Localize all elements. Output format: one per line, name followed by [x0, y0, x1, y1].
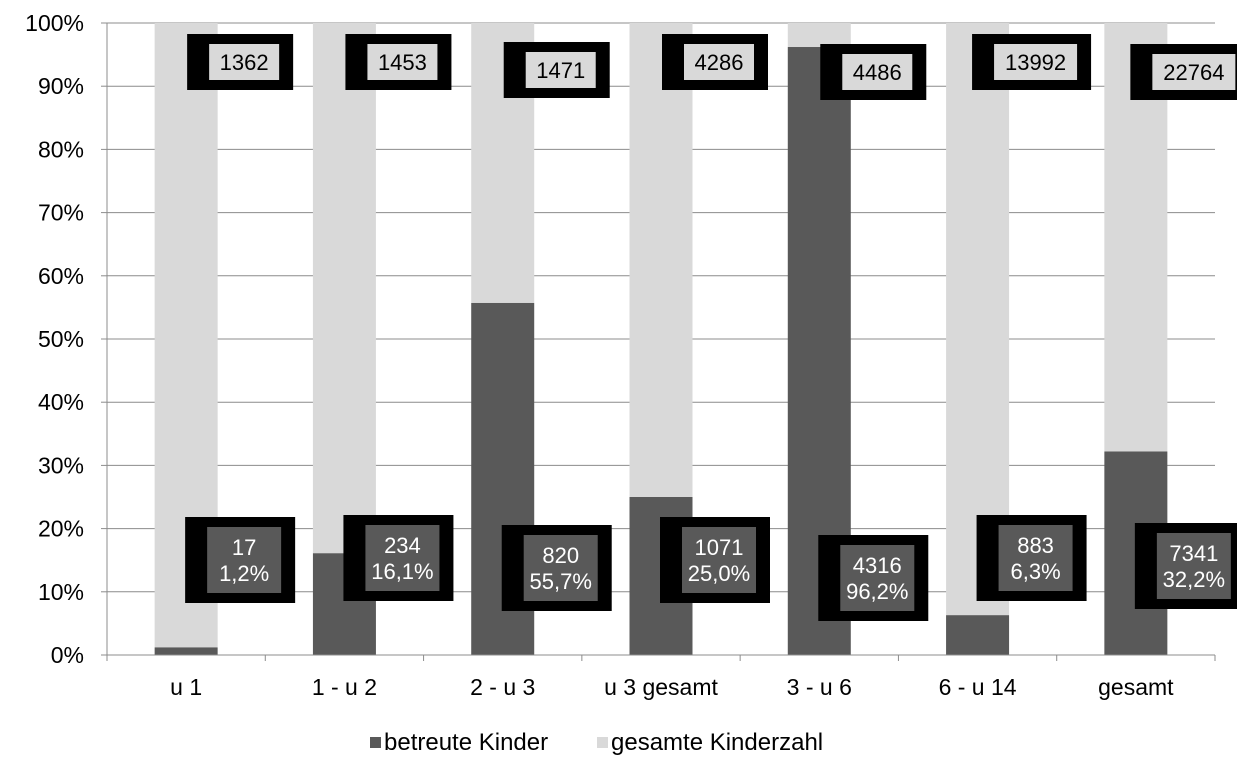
bar-betreute-5: [946, 615, 1010, 655]
count-label-4-text: 96,2%: [846, 579, 908, 604]
total-label-3-box: [684, 44, 754, 80]
count-label-2-text: 55,7%: [530, 569, 592, 594]
x-tick-label: 6 - u 14: [939, 674, 1017, 700]
count-label-6-text: 32,2%: [1163, 567, 1225, 592]
count-label-3-text: 1071: [695, 535, 744, 560]
y-tick-label: 80%: [38, 136, 84, 162]
total-label-6: 22764: [1130, 44, 1237, 100]
y-tick-label: 0%: [51, 642, 84, 668]
y-tick-label: 70%: [38, 200, 84, 226]
count-label-3-text: 25,0%: [688, 561, 750, 586]
y-tick-label: 10%: [38, 579, 84, 605]
count-label-2-box: [523, 535, 598, 601]
count-label-5-box: [998, 525, 1073, 591]
total-label-0-text: 1362: [220, 50, 269, 75]
count-label-5-text: 6,3%: [1010, 559, 1060, 584]
total-label-2-box: [525, 52, 596, 88]
total-label-5: 13992: [972, 34, 1092, 90]
y-tick-label: 90%: [38, 73, 84, 99]
total-label-1-box: [367, 44, 438, 80]
x-tick-label: u 3 gesamt: [604, 674, 718, 700]
total-label-1-text: 1453: [378, 50, 427, 75]
x-tick-label: u 1: [170, 674, 202, 700]
x-tick-label: 1 - u 2: [312, 674, 377, 700]
total-label-6-text: 22764: [1163, 60, 1224, 85]
y-tick-label: 20%: [38, 516, 84, 542]
count-label-3-box: [682, 527, 756, 593]
count-label-1-text: 16,1%: [371, 559, 433, 584]
legend-label-1: gesamte Kinderzahl: [611, 729, 823, 756]
count-label-1-box: [365, 525, 440, 591]
count-label-5-text: 883: [1017, 533, 1054, 558]
count-label-0: 171,2%: [185, 517, 296, 603]
count-label-0-text: 1,2%: [219, 561, 269, 586]
y-tick-label: 60%: [38, 263, 84, 289]
count-label-4-text: 4316: [853, 553, 902, 578]
total-label-5-text: 13992: [1005, 50, 1066, 75]
bar-total-4: [787, 23, 851, 48]
total-label-1: 1453: [345, 34, 452, 90]
total-label-2-text: 1471: [536, 58, 585, 83]
y-tick-label: 100%: [25, 10, 84, 36]
count-label-6-box: [1156, 533, 1231, 599]
bar-total-3: [629, 23, 693, 497]
y-tick-label: 50%: [38, 326, 84, 352]
count-label-6-text: 7341: [1169, 541, 1218, 566]
x-tick-label: gesamt: [1098, 674, 1174, 700]
y-tick-label: 30%: [38, 452, 84, 478]
y-tick-label: 40%: [38, 389, 84, 415]
bars: [154, 23, 1168, 656]
total-label-3: 4286: [662, 34, 768, 90]
total-label-6-box: [1152, 54, 1236, 90]
total-label-4-box: [842, 54, 913, 90]
total-label-0-box: [209, 44, 280, 80]
total-label-2: 1471: [503, 42, 610, 98]
total-label-3-text: 4286: [695, 50, 744, 75]
total-label-5-box: [994, 44, 1078, 80]
bar-betreute-0: [154, 647, 218, 655]
count-label-0-box: [207, 527, 282, 593]
total-label-0: 1362: [187, 34, 294, 90]
total-label-4: 4486: [820, 44, 927, 100]
x-tick-label: 3 - u 6: [787, 674, 852, 700]
legend-swatch-1: [597, 737, 608, 748]
total-label-4-text: 4486: [853, 60, 902, 85]
count-label-2-text: 820: [542, 543, 579, 568]
axes: 0% 10% 20% 30% 40% 50% 60% 70% 80% 90% 100% u 1 1 - …: [25, 10, 1216, 700]
legend-swatch-0: [370, 737, 381, 748]
count-label-1-text: 234: [384, 533, 421, 558]
count-label-0-text: 17: [232, 535, 256, 560]
legend: betreute Kinder gesamte Kinderzahl: [370, 729, 823, 756]
count-label-4-box: [840, 545, 915, 611]
x-tick-label: 2 - u 3: [470, 674, 535, 700]
legend-label-0: betreute Kinder: [384, 729, 548, 756]
bar-total-1: [312, 23, 376, 554]
